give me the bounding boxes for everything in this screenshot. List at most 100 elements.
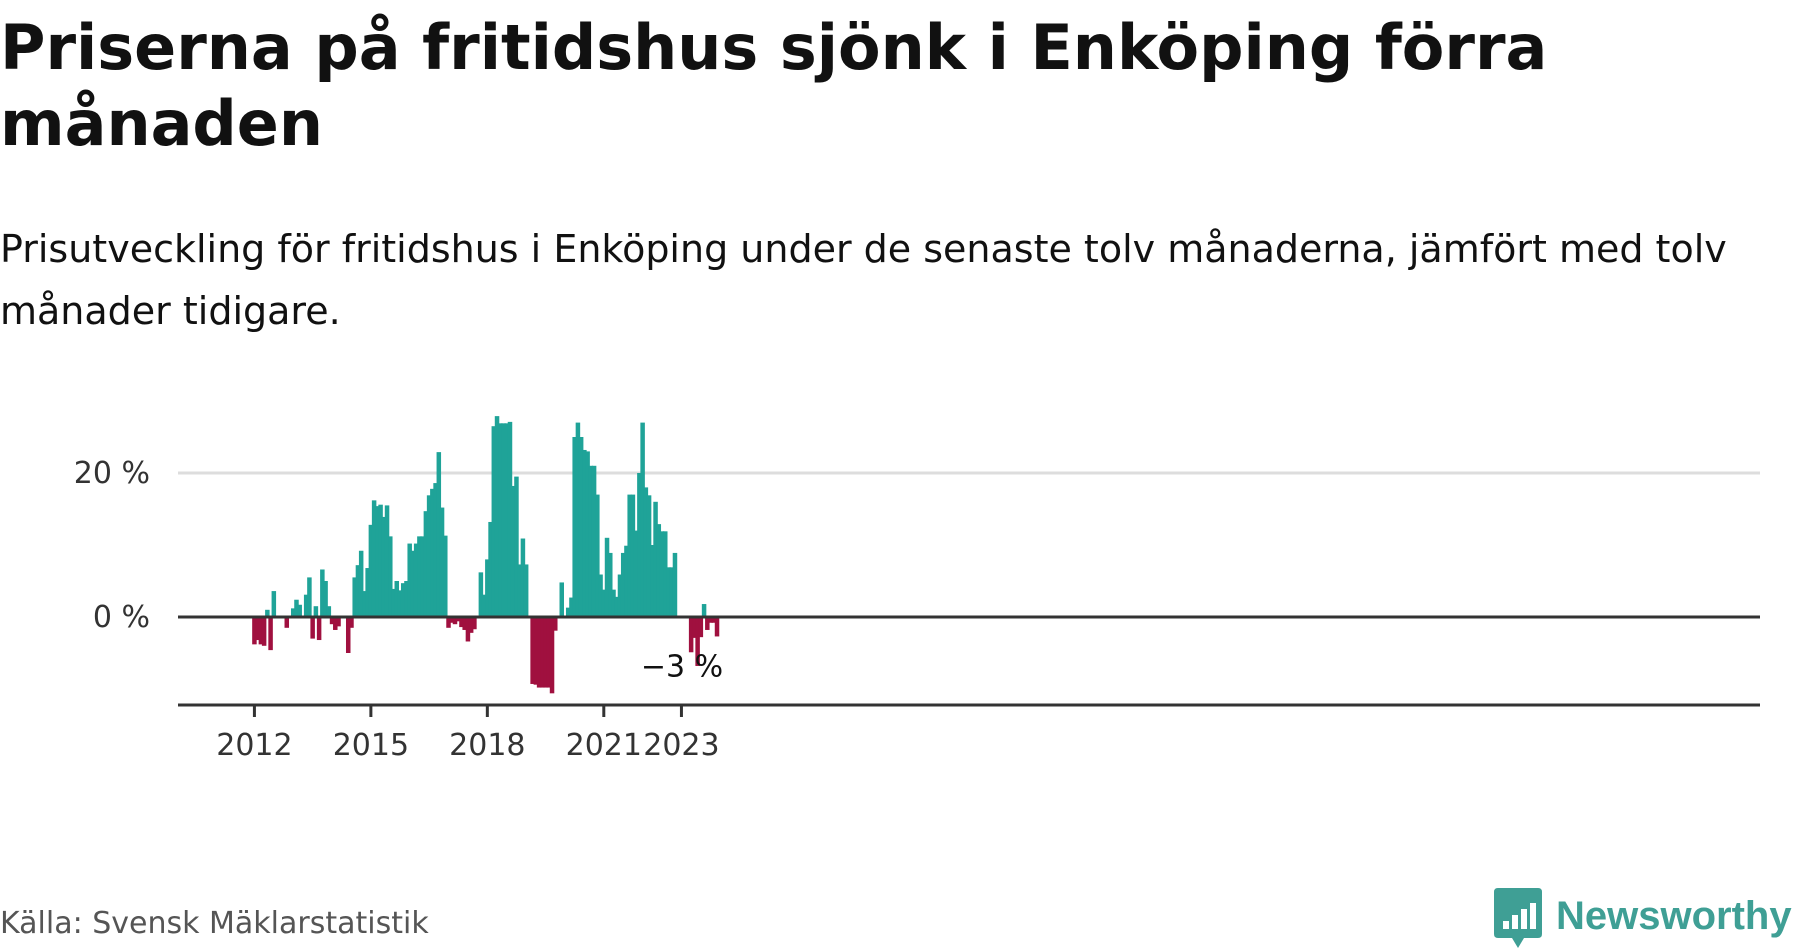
bar-2016-05 [420, 536, 425, 617]
bar-2021-05 [614, 596, 619, 617]
x-tick-label: 2021 [566, 728, 642, 763]
bar-2020-05 [575, 422, 581, 617]
bar-2021-02 [604, 537, 610, 617]
bar-2014-02 [333, 617, 338, 630]
y-tick-label: 20 % [74, 456, 150, 491]
x-tick-label: 2023 [643, 728, 719, 763]
bar-2020-09 [588, 465, 594, 617]
bar-2012-06 [268, 617, 273, 651]
bar-2014-09 [355, 565, 361, 617]
bar-2017-06 [462, 617, 467, 630]
y-tick-label: 0 % [93, 600, 150, 635]
bar-2016-08 [430, 488, 435, 617]
newsworthy-logo[interactable]: Newsworthy [1494, 888, 1800, 948]
bar-2018-02 [488, 521, 493, 617]
bar-chart: 0 % 20 % 2012 2015 2018 2021 2023 −3 % [74, 416, 1760, 763]
bar-2019-10 [553, 617, 558, 631]
bar-2021-03 [608, 552, 613, 617]
bar-2013-03 [297, 604, 302, 617]
bar-2022-11 [672, 552, 678, 617]
bar-2019-08 [546, 617, 552, 688]
bar-2019-12 [559, 582, 564, 617]
bar-2020-12 [598, 574, 603, 617]
chart-area: 0 % 20 % 2012 2015 2018 2021 2023 −3 % [0, 395, 1800, 795]
bar-2019-05 [536, 617, 542, 688]
bar-2021-04 [611, 589, 616, 617]
bar-2016-04 [417, 536, 422, 617]
bar-2016-11 [439, 507, 445, 617]
bar-2020-11 [595, 494, 600, 617]
bar-2015-07 [388, 536, 393, 617]
bar-2013-07 [310, 617, 315, 639]
bar-2014-06 [345, 617, 351, 653]
bar-2014-11 [362, 591, 367, 617]
bar-2016-09 [433, 483, 438, 617]
bar-2015-09 [394, 581, 400, 617]
bar-2012-02 [255, 617, 260, 641]
bar-2013-09 [316, 617, 322, 641]
bar-2019-07 [543, 617, 548, 688]
bar-2017-05 [459, 617, 464, 628]
bar-2021-08 [624, 545, 629, 617]
bar-2016-03 [413, 543, 419, 617]
bar-2015-11 [400, 583, 406, 617]
chart-subtitle: Prisutveckling för fritidshus i Enköping… [0, 227, 1727, 333]
bar-2013-02 [294, 599, 299, 617]
bar-2018-07 [504, 423, 509, 617]
bar-2012-04 [261, 617, 267, 646]
bar-2015-01 [368, 524, 374, 617]
bar-2022-01 [640, 422, 645, 617]
bar-2016-02 [410, 550, 416, 617]
bar-2018-03 [491, 426, 497, 617]
bar-2015-05 [381, 516, 387, 617]
bar-2021-10 [630, 494, 636, 617]
chart-title: Priserna på fritidshus sjönk i Enköping … [0, 11, 1548, 160]
bar-2015-06 [384, 505, 390, 617]
bar-2022-05 [653, 501, 658, 617]
bar-2017-11 [478, 572, 484, 617]
axes [178, 615, 1760, 717]
bar-2021-07 [620, 552, 626, 617]
bar-2017-07 [465, 617, 471, 642]
bar-2018-12 [520, 538, 526, 617]
bar-2017-03 [452, 617, 458, 625]
bar-2016-12 [443, 535, 448, 617]
bar-2015-04 [378, 504, 383, 617]
bar-2017-09 [472, 617, 477, 630]
bar-2015-10 [397, 590, 403, 617]
bar-2013-01 [290, 608, 296, 617]
bar-2018-04 [494, 416, 500, 617]
bar-2015-03 [375, 506, 380, 617]
bar-2021-09 [627, 494, 632, 617]
bar-2019-06 [540, 617, 545, 688]
bar-2019-03 [530, 617, 535, 684]
bar-2016-01 [407, 543, 412, 617]
bar-2014-01 [329, 617, 335, 625]
bar-undefined [708, 617, 713, 623]
bar-2019-01 [523, 564, 529, 617]
bar-undefined [688, 617, 694, 653]
latest-value-label: −3 % [641, 650, 723, 685]
bar-2014-10 [358, 550, 364, 617]
bar-2013-08 [313, 606, 319, 617]
bar-2014-07 [349, 617, 354, 628]
bar-undefined [714, 617, 720, 637]
bar-2017-02 [449, 617, 454, 623]
bar-undefined [705, 617, 710, 630]
x-tick-label: 2012 [216, 728, 292, 763]
bar-2022-10 [669, 567, 674, 617]
newsworthy-wordmark: Newsworthy [1556, 894, 1792, 938]
bar-2013-12 [326, 606, 332, 617]
bar-2020-04 [572, 437, 577, 617]
bar-undefined [692, 617, 697, 638]
bar-2022-09 [666, 567, 671, 617]
bar-2018-10 [514, 476, 519, 617]
bar-undefined [698, 617, 704, 638]
bar-2022-02 [643, 487, 649, 617]
bar-2022-07 [659, 531, 665, 617]
bar-2017-12 [481, 594, 487, 617]
tick-labels: 0 % 20 % 2012 2015 2018 2021 2023 −3 % [74, 456, 723, 763]
bar-2015-08 [391, 588, 396, 617]
bar-2013-10 [320, 569, 325, 617]
bar-2019-09 [549, 617, 555, 694]
